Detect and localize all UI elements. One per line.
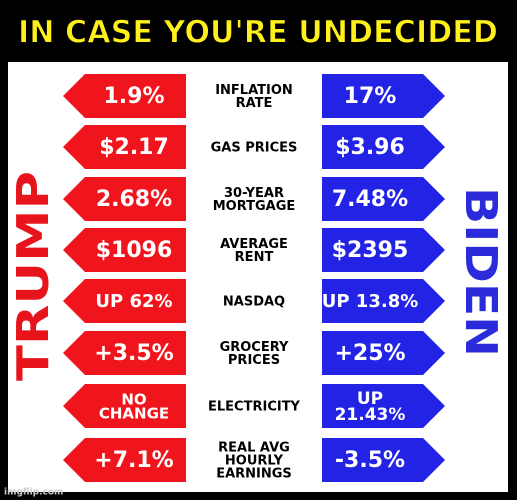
- right-arrow: [322, 438, 445, 482]
- right-arrow: [322, 228, 445, 272]
- watermark: imgflip.com: [4, 488, 63, 498]
- left-name: TRUMP: [8, 171, 59, 381]
- right-name: BIDEN: [455, 187, 506, 357]
- right-value: +25%: [334, 341, 405, 366]
- row-label: 30-YEAR: [224, 186, 284, 201]
- left-arrow: [63, 331, 186, 375]
- row-label: HOURLY: [225, 454, 284, 469]
- row-label: ELECTRICITY: [208, 400, 301, 415]
- right-arrow: [322, 177, 445, 221]
- row-label: RENT: [235, 250, 274, 265]
- right-arrow: [322, 331, 445, 375]
- left-value: $1096: [96, 238, 173, 263]
- left-arrow: [63, 125, 186, 169]
- left-arrow: [63, 438, 186, 482]
- right-arrow: [322, 279, 445, 323]
- right-value: UP: [357, 389, 383, 409]
- left-arrow: [63, 74, 186, 118]
- row-label: GAS PRICES: [211, 141, 298, 156]
- left-value: UP 62%: [95, 291, 172, 312]
- right-value: 7.48%: [332, 187, 408, 212]
- panel: [8, 62, 508, 492]
- row-label: PRICES: [228, 353, 280, 368]
- left-arrow: [63, 384, 186, 428]
- right-arrow: [322, 125, 445, 169]
- right-value: -3.5%: [335, 448, 405, 473]
- row-label: AVERAGE: [220, 237, 288, 252]
- right-arrow: [322, 384, 445, 428]
- left-value: CHANGE: [99, 405, 169, 423]
- left-value: 1.9%: [103, 84, 164, 109]
- left-value: NO: [121, 391, 146, 409]
- right-value: UP 13.8%: [322, 291, 419, 312]
- row-label: RATE: [236, 96, 273, 111]
- row-label: EARNINGS: [216, 467, 292, 482]
- left-arrow: [63, 177, 186, 221]
- left-arrow: [63, 228, 186, 272]
- row-label: MORTGAGE: [213, 199, 296, 214]
- right-arrow: [322, 74, 445, 118]
- right-value: $2395: [332, 238, 409, 263]
- left-value: 2.68%: [96, 187, 172, 212]
- right-value: 17%: [344, 84, 397, 109]
- left-arrow: [63, 279, 186, 323]
- right-value: $3.96: [335, 135, 405, 160]
- left-value: +7.1%: [94, 448, 173, 473]
- left-value: +3.5%: [94, 341, 173, 366]
- row-label: GROCERY: [220, 340, 289, 355]
- row-label: NASDAQ: [223, 295, 285, 310]
- right-value: 21.43%: [335, 405, 406, 425]
- left-value: $2.17: [99, 135, 169, 160]
- row-label: INFLATION: [215, 83, 293, 98]
- row-label: REAL AVG: [218, 441, 290, 456]
- title: IN CASE YOU'RE UNDECIDED: [18, 15, 498, 51]
